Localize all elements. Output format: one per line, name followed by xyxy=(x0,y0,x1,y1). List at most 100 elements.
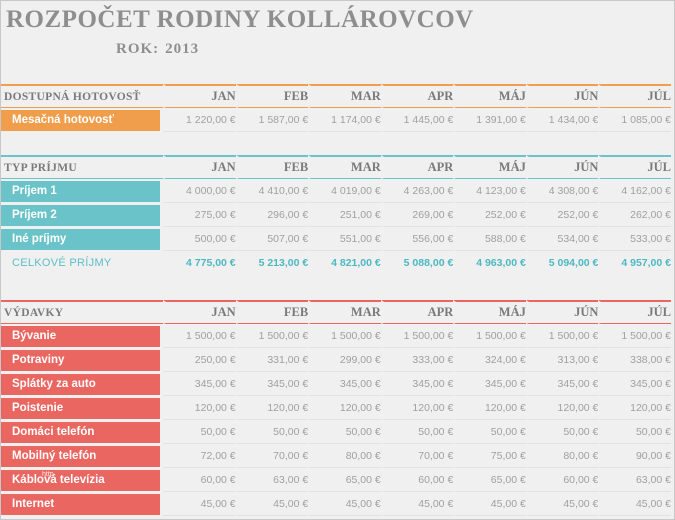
expenses-value-cell[interactable]: 299,00 € xyxy=(308,348,381,372)
expenses-value-cell[interactable]: 1 500,00 € xyxy=(525,324,599,348)
expenses-value-cell[interactable]: 60,00 € xyxy=(163,468,236,492)
expenses-value-cell[interactable]: 120,00 € xyxy=(308,396,381,420)
expenses-value-cell[interactable]: 50,00 € xyxy=(525,420,599,444)
income-total-value[interactable]: 5 213,00 € xyxy=(235,251,308,275)
income-value-cell[interactable]: 556,00 € xyxy=(380,227,454,251)
cash-value-cell[interactable]: 1 434,00 € xyxy=(525,108,599,132)
income-value-cell[interactable]: 588,00 € xyxy=(453,227,526,251)
expenses-value-cell[interactable]: 70,00 € xyxy=(235,444,309,468)
expenses-value-cell[interactable]: 50,00 € xyxy=(598,420,671,444)
expenses-value-cell[interactable]: 1 500,00 € xyxy=(163,324,236,348)
expenses-value-cell[interactable]: 120,00 € xyxy=(380,396,454,420)
expenses-value-cell[interactable]: 45,00 € xyxy=(163,492,236,516)
income-total-value[interactable]: 5 094,00 € xyxy=(525,251,598,275)
income-value-cell[interactable]: 4 019,00 € xyxy=(308,179,381,203)
expenses-value-cell[interactable]: 345,00 € xyxy=(525,372,599,396)
expenses-value-cell[interactable]: 80,00 € xyxy=(525,444,599,468)
income-value-cell[interactable]: 251,00 € xyxy=(308,203,381,227)
income-value-cell[interactable]: 262,00 € xyxy=(598,203,671,227)
expenses-value-cell[interactable]: 45,00 € xyxy=(453,492,526,516)
expenses-row-label[interactable]: Poistenie xyxy=(1,397,160,419)
expenses-value-cell[interactable]: 345,00 € xyxy=(453,372,526,396)
income-value-cell[interactable]: 534,00 € xyxy=(525,227,599,251)
income-value-cell[interactable]: 551,00 € xyxy=(308,227,381,251)
expenses-value-cell[interactable]: 50,00 € xyxy=(235,420,309,444)
expenses-value-cell[interactable]: 45,00 € xyxy=(235,492,309,516)
income-row-label[interactable]: Príjem 2 xyxy=(1,204,160,226)
income-value-cell[interactable]: 269,00 € xyxy=(380,203,454,227)
expenses-value-cell[interactable]: 45,00 € xyxy=(380,492,454,516)
income-value-cell[interactable]: 296,00 € xyxy=(235,203,309,227)
expenses-value-cell[interactable]: 345,00 € xyxy=(163,372,236,396)
expenses-value-cell[interactable]: 72,00 € xyxy=(163,444,236,468)
expenses-value-cell[interactable]: 70,00 € xyxy=(380,444,454,468)
cash-value-cell[interactable]: 1 445,00 € xyxy=(380,108,454,132)
expenses-value-cell[interactable]: 45,00 € xyxy=(308,492,381,516)
income-value-cell[interactable]: 252,00 € xyxy=(453,203,526,227)
expenses-value-cell[interactable]: 1 500,00 € xyxy=(235,324,309,348)
expenses-value-cell[interactable]: 63,00 € xyxy=(235,468,309,492)
expenses-value-cell[interactable]: 63,00 € xyxy=(598,468,671,492)
expenses-value-cell[interactable]: 60,00 € xyxy=(525,468,599,492)
year-value[interactable]: 2013 xyxy=(165,41,200,57)
expenses-value-cell[interactable]: 1 500,00 € xyxy=(598,324,671,348)
income-value-cell[interactable]: 507,00 € xyxy=(235,227,309,251)
income-value-cell[interactable]: 4 410,00 € xyxy=(235,179,309,203)
expenses-value-cell[interactable]: 324,00 € xyxy=(453,348,526,372)
income-total-value[interactable]: 4 821,00 € xyxy=(308,251,381,275)
income-total-value[interactable]: 4 775,00 € xyxy=(186,257,236,269)
expenses-value-cell[interactable]: 90,00 € xyxy=(598,444,671,468)
expenses-value-cell[interactable]: 345,00 € xyxy=(235,372,309,396)
income-value-cell[interactable]: 252,00 € xyxy=(525,203,599,227)
expenses-row-label[interactable]: Internet xyxy=(1,493,160,515)
expenses-row-label[interactable]: Splátky za auto xyxy=(1,373,160,395)
expenses-value-cell[interactable]: 345,00 € xyxy=(308,372,381,396)
income-value-cell[interactable]: 500,00 € xyxy=(163,227,236,251)
expenses-value-cell[interactable]: 1 500,00 € xyxy=(453,324,526,348)
expenses-value-cell[interactable]: 333,00 € xyxy=(380,348,454,372)
expenses-value-cell[interactable]: 250,00 € xyxy=(163,348,236,372)
expenses-value-cell[interactable]: 50,00 € xyxy=(380,420,454,444)
income-row-label[interactable]: Iné príjmy xyxy=(1,228,160,250)
expenses-row-label[interactable]: Potraviny xyxy=(1,349,160,371)
expenses-value-cell[interactable]: 313,00 € xyxy=(525,348,599,372)
income-value-cell[interactable]: 275,00 € xyxy=(163,203,236,227)
cash-value-cell[interactable]: 1 220,00 € xyxy=(163,108,236,132)
expenses-value-cell[interactable]: 65,00 € xyxy=(453,468,526,492)
expenses-value-cell[interactable]: 345,00 € xyxy=(380,372,454,396)
expenses-value-cell[interactable]: 345,00 € xyxy=(598,372,671,396)
income-total-value[interactable]: 5 088,00 € xyxy=(380,251,453,275)
expenses-value-cell[interactable]: 1 500,00 € xyxy=(380,324,454,348)
expenses-value-cell[interactable]: 120,00 € xyxy=(598,396,671,420)
income-row-label[interactable]: Príjem 1 xyxy=(1,180,160,202)
expenses-value-cell[interactable]: 338,00 € xyxy=(598,348,671,372)
expenses-value-cell[interactable]: 45,00 € xyxy=(525,492,599,516)
cash-value-cell[interactable]: 1 085,00 € xyxy=(598,108,671,132)
income-value-cell[interactable]: 533,00 € xyxy=(598,227,671,251)
income-total-value[interactable]: 4 957,00 € xyxy=(598,251,671,275)
income-value-cell[interactable]: 4 123,00 € xyxy=(453,179,526,203)
expenses-value-cell[interactable]: 45,00 € xyxy=(598,492,671,516)
income-value-cell[interactable]: 4 263,00 € xyxy=(380,179,454,203)
expenses-value-cell[interactable]: 75,00 € xyxy=(453,444,526,468)
income-value-cell[interactable]: 4 162,00 € xyxy=(598,179,671,203)
cash-row-label[interactable]: Mesačná hotovosť xyxy=(1,109,160,131)
expenses-value-cell[interactable]: 50,00 € xyxy=(453,420,526,444)
expenses-row-label[interactable]: Domáci telefón xyxy=(1,421,160,443)
expenses-value-cell[interactable]: 331,00 € xyxy=(235,348,309,372)
expenses-row-label[interactable]: Káblová televízia xyxy=(1,469,160,491)
expenses-value-cell[interactable]: 65,00 € xyxy=(308,468,381,492)
cash-value-cell[interactable]: 1 174,00 € xyxy=(308,108,381,132)
expenses-value-cell[interactable]: 80,00 € xyxy=(308,444,381,468)
expenses-row-label[interactable]: Bývanie xyxy=(1,325,160,347)
expenses-value-cell[interactable]: 60,00 € xyxy=(380,468,454,492)
expenses-value-cell[interactable]: 120,00 € xyxy=(453,396,526,420)
cash-value-cell[interactable]: 1 391,00 € xyxy=(453,108,526,132)
expenses-value-cell[interactable]: 120,00 € xyxy=(163,396,236,420)
income-value-cell[interactable]: 4 000,00 € xyxy=(163,179,236,203)
expenses-value-cell[interactable]: 50,00 € xyxy=(308,420,381,444)
expenses-row-label[interactable]: Mobilný telefón xyxy=(1,445,160,467)
income-total-value[interactable]: 4 963,00 € xyxy=(453,251,526,275)
expenses-value-cell[interactable]: 1 500,00 € xyxy=(308,324,381,348)
expenses-value-cell[interactable]: 120,00 € xyxy=(525,396,599,420)
